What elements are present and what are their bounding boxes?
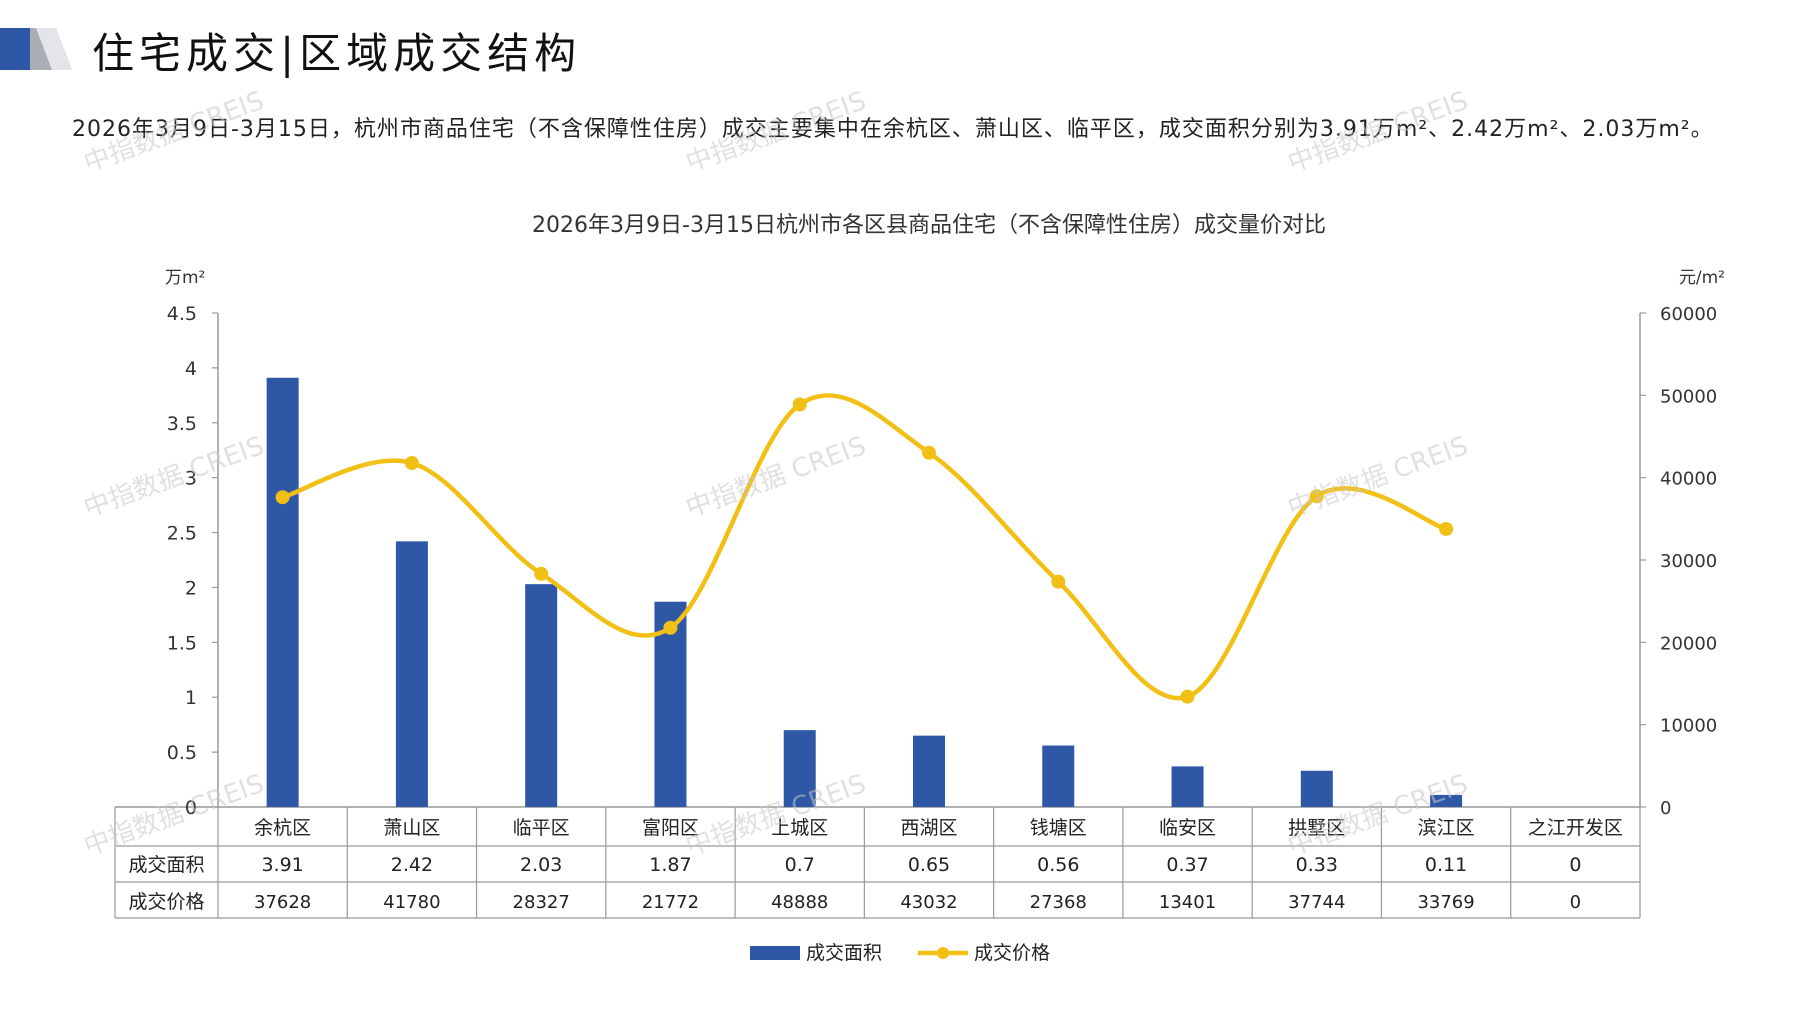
legend-label-area: 成交面积 <box>806 942 882 964</box>
category-label: 富阳区 <box>642 817 699 839</box>
left-tick-label: 0.5 <box>167 742 197 764</box>
right-tick-label: 20000 <box>1660 633 1717 654</box>
price-point <box>792 397 807 412</box>
price-point <box>1051 574 1066 589</box>
area-value-label: 0.56 <box>1037 854 1079 876</box>
price-value-label: 27368 <box>1030 892 1087 913</box>
price-point <box>1180 689 1195 704</box>
price-point <box>404 456 419 471</box>
area-value-label: 0.11 <box>1425 854 1467 876</box>
category-label: 西湖区 <box>900 817 957 839</box>
price-value-label: 37628 <box>254 892 311 913</box>
category-label: 之江开发区 <box>1528 817 1623 839</box>
category-label: 萧山区 <box>383 817 440 839</box>
category-label: 上城区 <box>771 817 828 839</box>
left-tick-label: 2 <box>185 577 197 599</box>
category-label: 临安区 <box>1159 817 1216 839</box>
area-value-label: 0.65 <box>908 854 950 876</box>
bar <box>1430 794 1463 807</box>
area-value-label: 0.7 <box>785 854 815 876</box>
area-value-label: 3.91 <box>261 854 303 876</box>
category-label: 钱塘区 <box>1030 817 1087 839</box>
bar <box>266 377 299 807</box>
price-value-label: 0 <box>1570 892 1581 913</box>
price-value-label: 37744 <box>1288 892 1345 913</box>
page-title: 住宅成交|区域成交结构 <box>92 29 582 78</box>
price-point <box>922 445 936 460</box>
price-value-label: 33769 <box>1417 892 1474 913</box>
right-tick-label: 0 <box>1660 798 1671 819</box>
left-tick-label: 1.5 <box>167 632 197 654</box>
bar <box>783 730 816 807</box>
legend-label-price: 成交价格 <box>974 942 1050 964</box>
right-axis-unit: 元/m² <box>1679 268 1725 288</box>
right-tick-label: 40000 <box>1660 469 1717 490</box>
bar <box>1171 766 1204 807</box>
category-label: 拱墅区 <box>1288 817 1345 839</box>
left-tick-label: 4 <box>185 358 197 380</box>
price-point <box>534 566 549 581</box>
right-tick-label: 10000 <box>1660 716 1717 737</box>
left-tick-label: 0 <box>185 797 197 819</box>
left-tick-label: 3 <box>185 468 197 490</box>
category-label: 余杭区 <box>254 817 311 839</box>
table-row-label: 成交面积 <box>128 854 204 876</box>
summary-text: 2026年3月9日-3月15日，杭州市商品住宅（不含保障性住房）成交主要集中在余… <box>72 117 1714 142</box>
right-tick-label: 30000 <box>1660 551 1717 572</box>
category-label: 滨江区 <box>1418 817 1475 839</box>
area-value-label: 0.33 <box>1296 854 1338 876</box>
area-value-label: 0.37 <box>1166 854 1208 876</box>
price-value-label: 21772 <box>642 892 699 913</box>
price-value-label: 13401 <box>1159 892 1216 913</box>
bar <box>913 735 945 807</box>
right-tick-label: 50000 <box>1660 386 1717 407</box>
price-value-label: 41780 <box>383 892 440 913</box>
left-axis-unit: 万m² <box>165 268 205 288</box>
bar <box>395 541 428 807</box>
price-value-label: 43032 <box>900 892 957 913</box>
left-tick-label: 3.5 <box>167 413 197 435</box>
left-tick-label: 1 <box>185 687 197 709</box>
legend-marker-price <box>937 947 949 959</box>
chart-title: 2026年3月9日-3月15日杭州市各区县商品住宅（不含保障性住房）成交量价对比 <box>532 213 1326 238</box>
price-line <box>281 393 1447 701</box>
right-tick-label: 60000 <box>1660 304 1717 325</box>
category-label: 临平区 <box>513 817 570 839</box>
left-tick-label: 4.5 <box>167 303 197 325</box>
price-point <box>1439 521 1454 536</box>
bar <box>654 601 687 807</box>
area-value-label: 0 <box>1569 854 1581 876</box>
table-row-label: 成交价格 <box>128 891 204 913</box>
area-value-label: 2.03 <box>520 854 562 876</box>
price-value-label: 28327 <box>513 892 570 913</box>
price-point <box>275 490 290 505</box>
bar <box>525 584 558 807</box>
area-value-label: 2.42 <box>391 854 433 876</box>
header-logo <box>0 28 72 70</box>
bar <box>1300 770 1333 807</box>
bar <box>1042 745 1075 807</box>
area-value-label: 1.87 <box>649 854 691 876</box>
price-point <box>1309 489 1324 504</box>
price-value-label: 48888 <box>771 892 828 913</box>
legend-swatch-area <box>750 946 800 960</box>
left-tick-label: 2.5 <box>167 523 197 545</box>
price-point <box>663 620 678 635</box>
